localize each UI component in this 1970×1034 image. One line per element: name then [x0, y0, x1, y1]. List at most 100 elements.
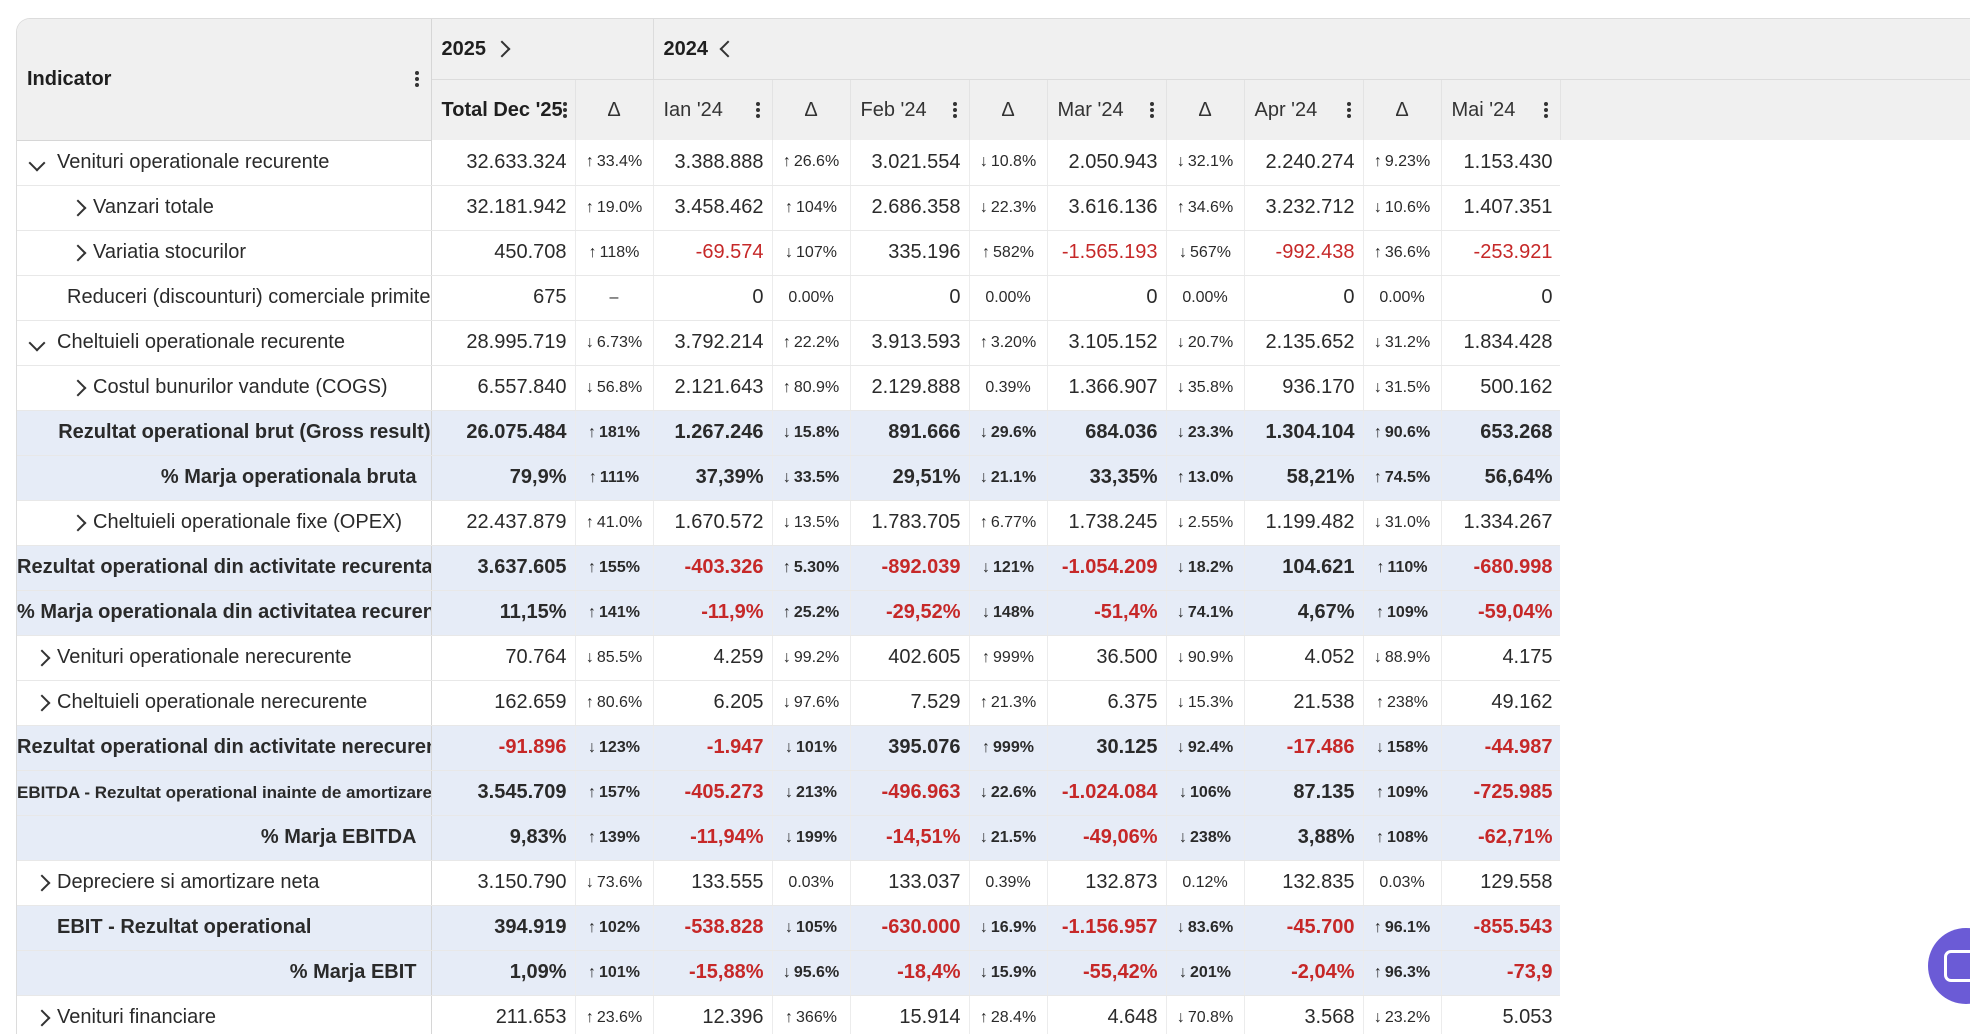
table-row[interactable]: Reduceri (discounturi) comerciale primit…: [17, 275, 1970, 321]
value-cell[interactable]: 49.162: [1440, 680, 1560, 726]
value-cell[interactable]: 37,39%: [652, 455, 772, 501]
value-cell[interactable]: -18,4%: [849, 950, 969, 996]
value-cell[interactable]: 32.181.942: [430, 185, 575, 231]
column-header-mai[interactable]: Mai '24: [1440, 79, 1560, 140]
value-cell[interactable]: 1.334.267: [1440, 500, 1560, 546]
value-cell[interactable]: -855.543: [1440, 905, 1560, 951]
table-row[interactable]: Venituri operationale recurente 32.633.32…: [17, 140, 1970, 186]
value-cell[interactable]: -496.963: [849, 770, 969, 816]
value-cell[interactable]: -44.987: [1440, 725, 1560, 771]
value-cell[interactable]: -405.273: [652, 770, 772, 816]
value-cell[interactable]: -15,88%: [652, 950, 772, 996]
value-cell[interactable]: 4.052: [1243, 635, 1363, 681]
value-cell[interactable]: 3.105.152: [1046, 320, 1166, 366]
value-cell[interactable]: 500.162: [1440, 365, 1560, 411]
value-cell[interactable]: -992.438: [1243, 230, 1363, 276]
value-cell[interactable]: 2.135.652: [1243, 320, 1363, 366]
table-row[interactable]: % Marja EBIT 1,09% ↑ 101% -15,88% ↓ 95.6% -18,4…: [17, 950, 1970, 996]
value-cell[interactable]: 0: [652, 275, 772, 321]
year-2024-group[interactable]: 2024: [652, 19, 1970, 80]
value-cell[interactable]: -538.828: [652, 905, 772, 951]
value-cell[interactable]: 32.633.324: [430, 140, 575, 186]
column-menu-icon[interactable]: [1542, 102, 1550, 118]
value-cell[interactable]: 21.538: [1243, 680, 1363, 726]
value-cell[interactable]: 6.557.840: [430, 365, 575, 411]
value-cell[interactable]: 1.407.351: [1440, 185, 1560, 231]
value-cell[interactable]: 58,21%: [1243, 455, 1363, 501]
value-cell[interactable]: 11,15%: [430, 590, 575, 636]
value-cell[interactable]: 1,09%: [430, 950, 575, 996]
collapse-row-icon[interactable]: [17, 334, 57, 351]
value-cell[interactable]: -253.921: [1440, 230, 1560, 276]
value-cell[interactable]: 2.686.358: [849, 185, 969, 231]
value-cell[interactable]: 3.568: [1243, 995, 1363, 1034]
table-row[interactable]: Rezultat operational brut (Gross result)…: [17, 410, 1970, 456]
table-row[interactable]: Cheltuieli operationale fixe (OPEX) 22.43…: [17, 500, 1970, 546]
value-cell[interactable]: 33,35%: [1046, 455, 1166, 501]
value-cell[interactable]: 936.170: [1243, 365, 1363, 411]
value-cell[interactable]: 653.268: [1440, 410, 1560, 456]
table-row[interactable]: Rezultat operational din activitate nere…: [17, 725, 1970, 771]
value-cell[interactable]: 30.125: [1046, 725, 1166, 771]
value-cell[interactable]: 5.053: [1440, 995, 1560, 1034]
value-cell[interactable]: 133.037: [849, 860, 969, 906]
column-header-feb[interactable]: Feb '24: [849, 79, 969, 140]
table-row[interactable]: Vanzari totale 32.181.942 ↑ 19.0% 3.458.462 ↑…: [17, 185, 1970, 231]
expand-row-icon[interactable]: [17, 1009, 57, 1026]
expand-row-icon[interactable]: [53, 379, 93, 396]
column-header-ian[interactable]: Ian '24: [652, 79, 772, 140]
value-cell[interactable]: 87.135: [1243, 770, 1363, 816]
value-cell[interactable]: 3,88%: [1243, 815, 1363, 861]
value-cell[interactable]: 79,9%: [430, 455, 575, 501]
expand-row-icon[interactable]: [17, 649, 57, 666]
value-cell[interactable]: -45.700: [1243, 905, 1363, 951]
value-cell[interactable]: 1.783.705: [849, 500, 969, 546]
value-cell[interactable]: 133.555: [652, 860, 772, 906]
value-cell[interactable]: 7.529: [849, 680, 969, 726]
value-cell[interactable]: 3.913.593: [849, 320, 969, 366]
column-header-total[interactable]: Total Dec '25: [430, 79, 575, 140]
value-cell[interactable]: -14,51%: [849, 815, 969, 861]
value-cell[interactable]: 0: [1440, 275, 1560, 321]
value-cell[interactable]: 2.129.888: [849, 365, 969, 411]
value-cell[interactable]: 129.558: [1440, 860, 1560, 906]
value-cell[interactable]: 1.670.572: [652, 500, 772, 546]
table-row[interactable]: Venituri financiare 211.653 ↑ 23.6% 12.396 ↑ 3…: [17, 995, 1970, 1034]
value-cell[interactable]: 1.366.907: [1046, 365, 1166, 411]
indicator-menu-icon[interactable]: [413, 71, 421, 88]
indicator-header[interactable]: Indicator: [17, 19, 432, 141]
table-row[interactable]: Depreciere si amortizare neta 3.150.790 ↓ 7…: [17, 860, 1970, 906]
value-cell[interactable]: -1.156.957: [1046, 905, 1166, 951]
value-cell[interactable]: -11,9%: [652, 590, 772, 636]
value-cell[interactable]: 0: [849, 275, 969, 321]
value-cell[interactable]: -403.326: [652, 545, 772, 591]
value-cell[interactable]: -1.054.209: [1046, 545, 1166, 591]
expand-row-icon[interactable]: [17, 694, 57, 711]
column-menu-icon[interactable]: [562, 102, 567, 118]
value-cell[interactable]: 211.653: [430, 995, 575, 1034]
value-cell[interactable]: -1.565.193: [1046, 230, 1166, 276]
column-menu-icon[interactable]: [1345, 102, 1353, 118]
value-cell[interactable]: 335.196: [849, 230, 969, 276]
table-row[interactable]: Rezultat operational din activitate recu…: [17, 545, 1970, 591]
value-cell[interactable]: 28.995.719: [430, 320, 575, 366]
table-row[interactable]: % Marja operationala bruta 79,9% ↑ 111% 37,3…: [17, 455, 1970, 501]
value-cell[interactable]: -630.000: [849, 905, 969, 951]
value-cell[interactable]: 684.036: [1046, 410, 1166, 456]
chevron-left-icon[interactable]: [719, 40, 737, 57]
value-cell[interactable]: -29,52%: [849, 590, 969, 636]
value-cell[interactable]: 132.873: [1046, 860, 1166, 906]
column-menu-icon[interactable]: [951, 102, 959, 118]
value-cell[interactable]: 2.121.643: [652, 365, 772, 411]
value-cell[interactable]: 70.764: [430, 635, 575, 681]
value-cell[interactable]: 4,67%: [1243, 590, 1363, 636]
value-cell[interactable]: -55,42%: [1046, 950, 1166, 996]
value-cell[interactable]: 104.621: [1243, 545, 1363, 591]
value-cell[interactable]: -11,94%: [652, 815, 772, 861]
value-cell[interactable]: 12.396: [652, 995, 772, 1034]
value-cell[interactable]: 3.792.214: [652, 320, 772, 366]
table-row[interactable]: Cheltuieli operationale nerecurente 162.6…: [17, 680, 1970, 726]
value-cell[interactable]: 26.075.484: [430, 410, 575, 456]
value-cell[interactable]: 675: [430, 275, 575, 321]
value-cell[interactable]: -51,4%: [1046, 590, 1166, 636]
